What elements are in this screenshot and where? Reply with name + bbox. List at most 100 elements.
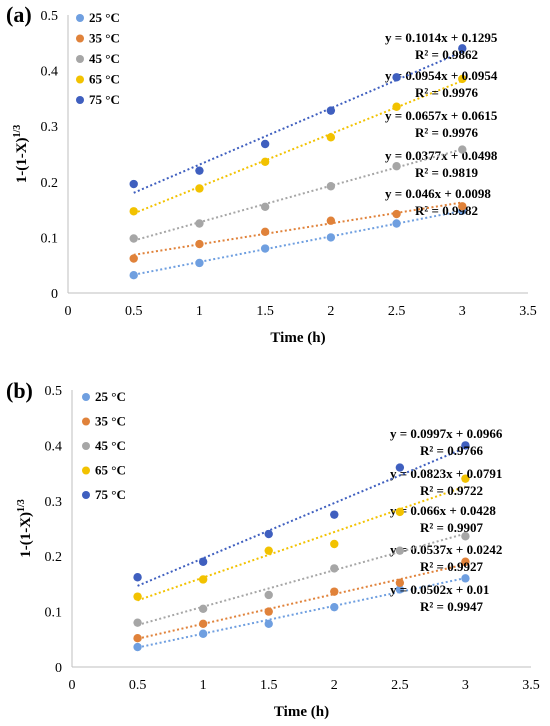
- data-point-25c: [129, 271, 138, 280]
- data-point-75c: [458, 44, 467, 53]
- data-point-45c: [395, 546, 405, 555]
- data-point-65c: [198, 575, 208, 584]
- x-tick-label: 3: [459, 304, 466, 319]
- x-tick-label: 2.5: [391, 678, 409, 693]
- legend-marker-65c: [76, 75, 84, 84]
- data-point-35c: [458, 202, 467, 211]
- x-tick-label: 2: [327, 304, 334, 319]
- y-tick-label: 0: [55, 661, 62, 676]
- trendline-r2-25c: R² = 0.9947: [420, 599, 483, 614]
- y-axis-title: 1-(1-X)1/3: [12, 125, 30, 184]
- y-tick-label: 0.2: [45, 550, 63, 565]
- legend-label-45c: 45 °C: [95, 438, 126, 453]
- trendline-r2-75c: R² = 0.9766: [420, 443, 483, 458]
- trendline-equation-35c: y = 0.0377x + 0.0498: [385, 148, 498, 163]
- series-65c: y = 0.0823x + 0.0791 R² = 0.9722: [133, 466, 502, 602]
- data-point-45c: [260, 202, 270, 212]
- data-point-75c: [395, 463, 405, 472]
- trendline-equation-45c: y = 0.0657x + 0.0615: [385, 108, 498, 123]
- trendline-equation-25c: y = 0.046x + 0.0098: [385, 186, 491, 201]
- data-point-45c: [264, 590, 273, 600]
- series-65c: y = 0.0954x + 0.0954 R² = 0.9976: [129, 68, 498, 216]
- data-point-45c: [461, 532, 470, 541]
- data-point-35c: [330, 587, 339, 596]
- legend-marker-25c: [76, 14, 84, 22]
- y-tick-label: 0.1: [45, 606, 63, 621]
- data-point-35c: [461, 557, 470, 566]
- legend-label-75c: 75 °C: [89, 92, 120, 107]
- data-point-65c: [195, 184, 204, 193]
- data-point-45c: [392, 162, 401, 171]
- trendline-r2-65c: R² = 0.9976: [415, 85, 478, 100]
- trendline-65c: [137, 485, 466, 602]
- trendline-75c: [137, 446, 466, 587]
- legend-marker-45c: [76, 55, 84, 63]
- trendline-equation-25c: y = 0.0502x + 0.01: [390, 582, 489, 597]
- data-point-35c: [195, 239, 204, 249]
- panel-label: (b): [6, 378, 33, 403]
- legend-label-65c: 65 °C: [95, 463, 126, 478]
- y-tick-label: 0.5: [41, 9, 59, 24]
- data-point-75c: [260, 139, 270, 149]
- series-35c: y = 0.0377x + 0.0498 R² = 0.9819: [129, 148, 498, 263]
- data-point-65c: [129, 207, 138, 216]
- data-point-65c: [458, 74, 467, 84]
- data-point-45c: [195, 219, 204, 228]
- data-point-65c: [395, 507, 405, 517]
- trendline-equation-45c: y = 0.066x + 0.0428: [390, 503, 496, 518]
- trendline-r2-45c: R² = 0.9907: [420, 520, 483, 535]
- legend-label-75c: 75 °C: [95, 487, 126, 502]
- legend-marker-35c: [76, 34, 84, 43]
- trendline-equation-35c: y = 0.0537x + 0.0242: [390, 542, 502, 557]
- data-point-25c: [461, 574, 470, 583]
- legend-marker-35c: [82, 417, 90, 426]
- data-point-45c: [129, 234, 138, 243]
- data-point-45c: [330, 564, 339, 573]
- x-tick-label: 0: [69, 678, 76, 693]
- series-75c: y = 0.0997x + 0.0966 R² = 0.9766: [133, 426, 503, 587]
- y-tick-label: 0.4: [41, 65, 59, 80]
- trendline-75c: [133, 50, 463, 194]
- legend-marker-25c: [82, 393, 90, 401]
- trendline-equation-75c: y = 0.1014x + 0.1295: [385, 30, 498, 45]
- data-point-65c: [260, 157, 270, 166]
- x-axis-title: Time (h): [270, 330, 325, 346]
- x-tick-label: 1.5: [256, 304, 274, 319]
- trendline-equation-65c: y = 0.0954x + 0.0954: [385, 68, 498, 83]
- data-point-35c: [133, 633, 142, 643]
- data-point-65c: [330, 539, 339, 549]
- data-point-75c: [461, 441, 470, 450]
- x-tick-label: 3: [462, 678, 469, 693]
- data-point-35c: [260, 227, 270, 237]
- y-tick-label: 0.1: [41, 231, 59, 246]
- y-tick-label: 0: [51, 287, 58, 302]
- x-tick-label: 2: [331, 678, 338, 693]
- data-point-65c: [326, 133, 336, 142]
- data-point-45c: [326, 182, 336, 191]
- data-point-25c: [264, 619, 273, 628]
- series-25c: y = 0.0502x + 0.01 R² = 0.9947: [133, 574, 489, 652]
- legend-label-25c: 25 °C: [89, 10, 120, 25]
- x-tick-label: 3.5: [522, 678, 540, 693]
- trendline-r2-75c: R² = 0.9862: [415, 47, 478, 62]
- data-point-35c: [326, 216, 336, 225]
- legend-label-65c: 65 °C: [89, 72, 120, 87]
- trendline-45c: [133, 148, 463, 242]
- data-point-25c: [395, 585, 405, 594]
- legend-marker-75c: [76, 96, 84, 104]
- data-point-25c: [330, 602, 339, 612]
- data-point-65c: [461, 474, 470, 483]
- series-45c: y = 0.0657x + 0.0615 R² = 0.9976: [129, 108, 498, 243]
- chart-panel-b: (b) 0 0.1 0.2 0.3 0.4 0.5 0 0.5 1 1.5 2 2.5 3 3.5 Time …: [6, 378, 540, 720]
- data-point-25c: [326, 233, 336, 242]
- data-point-35c: [392, 209, 401, 219]
- data-point-65c: [264, 546, 273, 555]
- data-point-45c: [133, 618, 142, 627]
- data-point-75c: [195, 166, 204, 175]
- series-75c: y = 0.1014x + 0.1295 R² = 0.9862: [129, 30, 498, 194]
- x-tick-label: 0: [65, 304, 72, 319]
- trendline-35c: [133, 201, 463, 256]
- trendline-equation-65c: y = 0.0823x + 0.0791: [390, 466, 502, 481]
- chart-panel-a: (a) 0 0.1 0.2 0.3 0.4 0.5 0 0.5 1 1.5 2 2.5 3 3.5 Time …: [6, 2, 537, 346]
